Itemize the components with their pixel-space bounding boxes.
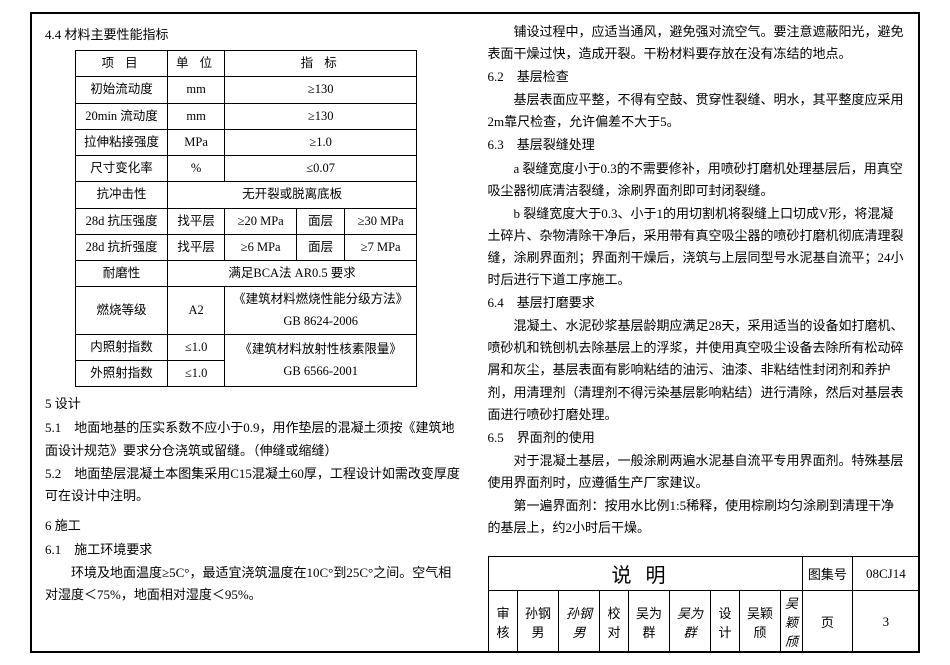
heading-6: 6 施工 [45, 515, 463, 537]
cell: 无开裂或脱离底板 [168, 182, 417, 208]
atlas-no: 08CJ14 [852, 557, 919, 591]
cell: 尺寸变化率 [76, 156, 168, 182]
table-row: 尺寸变化率 % ≤0.07 [76, 156, 417, 182]
table-row: 拉伸粘接强度 MPa ≥1.0 [76, 129, 417, 155]
table-header-row: 项 目 单 位 指 标 [76, 51, 417, 77]
table-row: 初始流动度 mm ≥130 [76, 77, 417, 103]
para-63a: a 裂缝宽度小于0.3的不需要修补，用喷砂打磨机处理基层后，用真空吸尘器彻底清洁… [488, 158, 906, 202]
cell: 初始流动度 [76, 77, 168, 103]
reviewer-label: 审核 [489, 591, 518, 653]
heading-5: 5 设计 [45, 393, 463, 415]
design-name: 吴颖颀 [739, 591, 780, 653]
reviewer-name: 孙钢男 [517, 591, 558, 653]
heading-64: 6.4 基层打磨要求 [488, 292, 906, 314]
para-63b: b 裂缝宽度大于0.3、小于1的用切割机将裂缝上口切成V形，将混凝土碎片、杂物清… [488, 203, 906, 291]
performance-table: 项 目 单 位 指 标 初始流动度 mm ≥130 20min 流动度 mm ≥… [75, 50, 417, 387]
cell: 20min 流动度 [76, 103, 168, 129]
cell: 面层 [297, 234, 345, 260]
atlas-label: 图集号 [803, 557, 853, 591]
th-index: 指 标 [225, 51, 417, 77]
page-label: 页 [803, 591, 853, 653]
table-row: 燃烧等级 A2 《建筑材料燃烧性能分级方法》 GB 8624-2006 [76, 287, 417, 335]
para-65a: 对于混凝土基层，一般涂刷两遍水泥基自流平专用界面剂。特殊基层使用界面剂时，应遵循… [488, 450, 906, 494]
cell: 《建筑材料燃烧性能分级方法》 GB 8624-2006 [225, 287, 417, 335]
proof-sign: 吴为群 [669, 591, 710, 653]
para-61: 环境及地面温度≥5C°，最适宜浇筑温度在10C°到25C°之间。空气相对湿度＜7… [45, 562, 463, 606]
cell: ≤1.0 [168, 361, 225, 387]
cell: 面层 [297, 208, 345, 234]
para-62: 基层表面应平整，不得有空鼓、贯穿性裂缝、明水，其平整度应采用2m靠尺检查，允许偏… [488, 89, 906, 133]
cell: 28d 抗折强度 [76, 234, 168, 260]
heading-62: 6.2 基层检查 [488, 66, 906, 88]
cell: % [168, 156, 225, 182]
para-64: 混凝土、水泥砂浆基层龄期应满足28天，采用适当的设备如打磨机、喷砂机和铣刨机去除… [488, 315, 906, 425]
para-52: 5.2 地面垫层混凝土本图集采用C15混凝土60厚，工程设计如需改变厚度可在设计… [45, 463, 463, 507]
table-row: 20min 流动度 mm ≥130 [76, 103, 417, 129]
cell: ≥1.0 [225, 129, 417, 155]
left-column: 4.4 材料主要性能指标 项 目 单 位 指 标 初始流动度 mm ≥130 2… [45, 20, 463, 590]
para-cont: 铺设过程中，应适当通风，避免强对流空气。要注意遮蔽阳光，避免表面干燥过快，造成开… [488, 21, 906, 65]
cell: ≤0.07 [225, 156, 417, 182]
content-area: 4.4 材料主要性能指标 项 目 单 位 指 标 初始流动度 mm ≥130 2… [45, 20, 905, 590]
heading-61: 6.1 施工环境要求 [45, 539, 463, 561]
heading-63: 6.3 基层裂缝处理 [488, 134, 906, 156]
cell: mm [168, 77, 225, 103]
title-table: 说明 图集号 08CJ14 审核 孙钢男 孙钢男 校对 吴为群 吴为群 设计 吴… [488, 556, 920, 653]
cell: ≥20 MPa [225, 208, 297, 234]
heading-44: 4.4 材料主要性能指标 [45, 24, 463, 46]
cell: 抗冲击性 [76, 182, 168, 208]
heading-65: 6.5 界面剂的使用 [488, 427, 906, 449]
cell: 拉伸粘接强度 [76, 129, 168, 155]
cell: ≥7 MPa [345, 234, 417, 260]
th-unit: 单 位 [168, 51, 225, 77]
para-65b: 第一遍界面剂：按用水比例1:5稀释，使用棕刷均匀涂刷到清理干净的基层上，约2小时… [488, 495, 906, 539]
cell: 找平层 [168, 234, 225, 260]
cell: 内照射指数 [76, 334, 168, 360]
title-block: 说明 图集号 08CJ14 审核 孙钢男 孙钢男 校对 吴为群 吴为群 设计 吴… [488, 556, 920, 653]
design-sign: 吴颖颀 [781, 591, 803, 653]
para-51: 5.1 地面地基的压实系数不应小于0.9，用作垫层的混凝土须按《建筑地面设计规范… [45, 417, 463, 461]
page-no: 3 [852, 591, 919, 653]
design-label: 设计 [711, 591, 740, 653]
cell: 《建筑材料放射性核素限量》 GB 6566-2001 [225, 334, 417, 387]
table-row: 28d 抗折强度 找平层 ≥6 MPa 面层 ≥7 MPa [76, 234, 417, 260]
sheet-title: 说明 [489, 557, 803, 591]
table-row: 耐磨性 满足BCA法 AR0.5 要求 [76, 261, 417, 287]
table-row: 内照射指数 ≤1.0 《建筑材料放射性核素限量》 GB 6566-2001 [76, 334, 417, 360]
cell: 外照射指数 [76, 361, 168, 387]
cell: mm [168, 103, 225, 129]
cell: 满足BCA法 AR0.5 要求 [168, 261, 417, 287]
cell: ≥30 MPa [345, 208, 417, 234]
cell: A2 [168, 287, 225, 335]
th-item: 项 目 [76, 51, 168, 77]
cell: 耐磨性 [76, 261, 168, 287]
table-row: 28d 抗压强度 找平层 ≥20 MPa 面层 ≥30 MPa [76, 208, 417, 234]
table-row: 抗冲击性 无开裂或脱离底板 [76, 182, 417, 208]
cell: 燃烧等级 [76, 287, 168, 335]
reviewer-sign: 孙钢男 [558, 591, 599, 653]
right-column: 铺设过程中，应适当通风，避免强对流空气。要注意遮蔽阳光，避免表面干燥过快，造成开… [488, 20, 906, 590]
proof-name: 吴为群 [628, 591, 669, 653]
cell: ≥6 MPa [225, 234, 297, 260]
cell: ≥130 [225, 77, 417, 103]
proof-label: 校对 [600, 591, 629, 653]
cell: ≤1.0 [168, 334, 225, 360]
cell: 找平层 [168, 208, 225, 234]
cell: MPa [168, 129, 225, 155]
cell: ≥130 [225, 103, 417, 129]
cell: 28d 抗压强度 [76, 208, 168, 234]
